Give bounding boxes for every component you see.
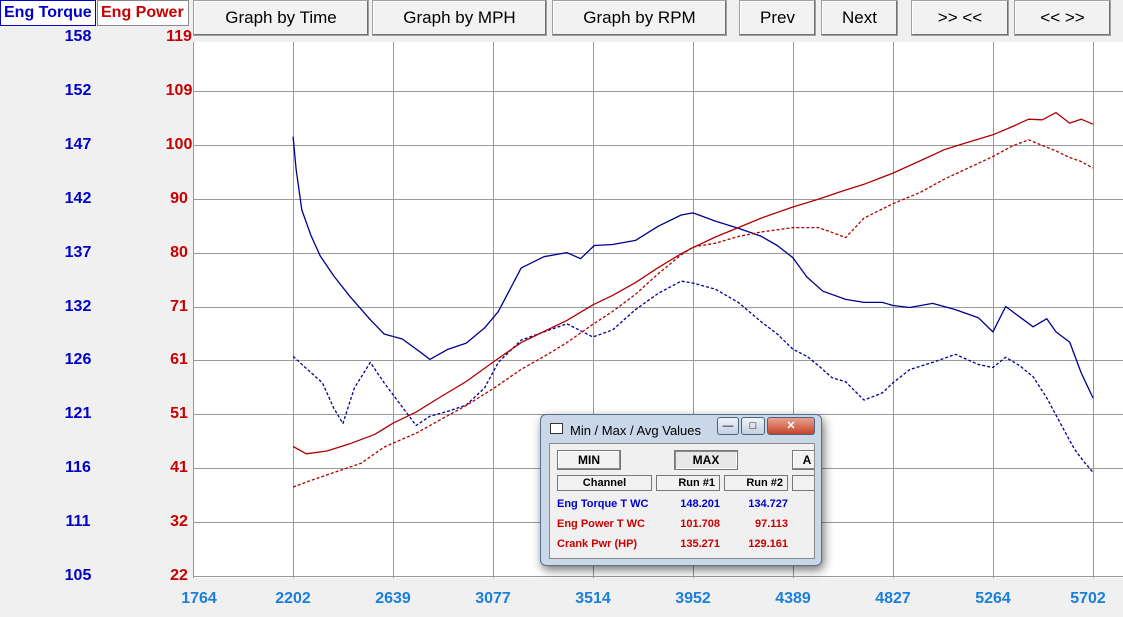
x-tick-label: 3514 xyxy=(575,590,611,607)
x-tick-label: 5264 xyxy=(975,590,1011,607)
power-series-run1 xyxy=(292,111,1094,455)
graph-by-rpm-button[interactable]: Graph by RPM xyxy=(552,0,727,36)
y-tick-label-power: 71 xyxy=(170,297,188,315)
window-icon xyxy=(550,423,563,434)
column-header-extra xyxy=(792,475,814,491)
y-tick-label-power: 100 xyxy=(165,135,193,153)
rpm-chart[interactable] xyxy=(193,42,1123,578)
graph-by-time-button[interactable]: Graph by Time xyxy=(193,0,369,36)
x-tick-label: 1764 xyxy=(181,590,217,607)
column-header-run1: Run #1 xyxy=(656,475,720,491)
y-tick-label-power: 51 xyxy=(170,405,188,423)
y-tick-label-power: 109 xyxy=(165,81,193,99)
y-tick-label-torque: 111 xyxy=(65,513,91,531)
row-name: Eng Power T WC xyxy=(557,518,645,530)
max-button[interactable]: MAX xyxy=(674,450,738,470)
y-tick-label-torque: 142 xyxy=(64,189,92,207)
x-tick-label: 4389 xyxy=(775,590,811,607)
values-panel: MIN MAX A Channel Run #1 Run #2 Eng Torq… xyxy=(549,443,815,559)
column-header-channel: Channel xyxy=(557,475,652,491)
x-tick-label: 4827 xyxy=(875,590,911,607)
prev-button[interactable]: Prev xyxy=(739,0,816,36)
y-tick-label-torque: 152 xyxy=(64,81,92,99)
row-run1: 135.271 xyxy=(680,538,720,550)
column-header-run2: Run #2 xyxy=(724,475,788,491)
min-button[interactable]: MIN xyxy=(557,450,621,470)
row-run2: 129.161 xyxy=(748,538,788,550)
y-tick-label-torque: 137 xyxy=(64,243,92,261)
plot-area[interactable] xyxy=(193,42,1123,578)
x-tick-label: 5702 xyxy=(1070,590,1106,607)
y-tick-label-power: 41 xyxy=(170,459,188,477)
next-button[interactable]: Next xyxy=(821,0,898,36)
row-run1: 148.201 xyxy=(680,498,720,510)
minimize-button[interactable]: — xyxy=(717,417,739,435)
y-tick-label-power: 119 xyxy=(166,28,192,45)
close-button[interactable]: ✕ xyxy=(767,417,815,435)
y-tick-label-torque: 121 xyxy=(64,405,92,423)
torque-series-run1 xyxy=(292,136,1094,399)
window-title: Min / Max / Avg Values xyxy=(570,423,702,438)
row-run2: 97.113 xyxy=(754,518,788,530)
y-tick-label-power: 90 xyxy=(170,189,188,207)
y-tick-label-power: 61 xyxy=(170,351,188,369)
row-run2: 134.727 xyxy=(748,498,788,510)
y-tick-label-torque: 147 xyxy=(64,135,92,153)
min-max-avg-window[interactable]: Min / Max / Avg Values — □ ✕ MIN MAX A C… xyxy=(540,414,822,566)
y-tick-label-power: 32 xyxy=(170,513,188,531)
tab-eng-torque[interactable]: Eng Torque xyxy=(0,0,96,26)
y-tick-label-torque: 158 xyxy=(64,28,92,45)
tab-eng-power[interactable]: Eng Power xyxy=(97,0,189,26)
y-tick-label-torque: 116 xyxy=(65,459,91,477)
y-tick-label-torque: 126 xyxy=(64,351,92,369)
zoom-in-button[interactable]: >> << xyxy=(911,0,1009,36)
x-tick-label: 2639 xyxy=(375,590,411,607)
row-name: Crank Pwr (HP) xyxy=(557,538,638,550)
graph-by-mph-button[interactable]: Graph by MPH xyxy=(372,0,547,36)
y-tick-label-torque: 132 xyxy=(64,297,92,315)
y-tick-label-torque: 105 xyxy=(64,567,92,584)
torque-series-run2 xyxy=(292,280,1094,473)
row-name: Eng Torque T WC xyxy=(557,498,649,510)
maximize-button[interactable]: □ xyxy=(741,417,765,435)
zoom-out-button[interactable]: << >> xyxy=(1014,0,1111,36)
y-tick-label-power: 22 xyxy=(170,567,188,584)
row-run1: 101.708 xyxy=(680,518,720,530)
avg-button[interactable]: A xyxy=(792,450,814,470)
x-tick-label: 3077 xyxy=(475,590,511,607)
x-tick-label: 2202 xyxy=(275,590,311,607)
x-tick-label: 3952 xyxy=(675,590,711,607)
y-tick-label-power: 80 xyxy=(170,243,188,261)
